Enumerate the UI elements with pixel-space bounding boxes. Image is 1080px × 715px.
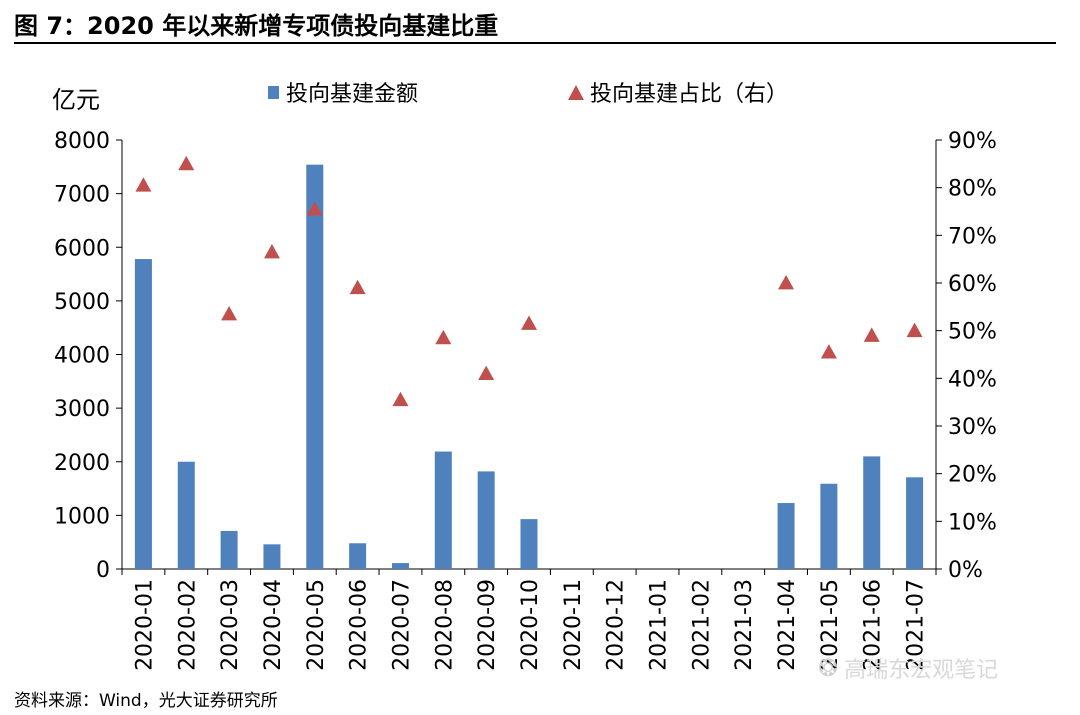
bar-infrastructure-amount — [863, 456, 881, 569]
watermark: ❂ 高瑞东宏观笔记 — [818, 652, 998, 684]
y-tick-label-left: 4000 — [54, 344, 110, 369]
x-tick-label: 2020-04 — [261, 579, 286, 671]
y-tick-label-left: 8000 — [54, 129, 110, 154]
y-tick-label-right: 70% — [948, 224, 997, 249]
bar-infrastructure-amount — [820, 483, 838, 569]
x-tick-label: 2021-01 — [647, 579, 672, 671]
marker-infrastructure-share — [435, 329, 452, 345]
y-tick-label-left: 2000 — [54, 451, 110, 476]
x-tick-label: 2021-02 — [689, 579, 714, 671]
legend-label-triangle: 投向基建占比（右） — [590, 82, 788, 107]
y-tick-label-left: 3000 — [54, 397, 110, 422]
marker-infrastructure-share — [778, 275, 795, 290]
bar-infrastructure-amount — [177, 461, 195, 569]
x-tick-label: 2020-09 — [475, 579, 500, 671]
x-tick-label: 2020-06 — [347, 579, 372, 671]
y-tick-label-right: 10% — [948, 510, 997, 535]
y-tick-label-left: 1000 — [54, 504, 110, 529]
x-tick-label: 2020-11 — [561, 579, 586, 671]
y-tick-label-right: 60% — [948, 272, 997, 297]
bar-infrastructure-amount — [777, 503, 795, 569]
source-note: 资料来源：Wind，光大证券研究所 — [14, 691, 278, 711]
bar-infrastructure-amount — [134, 259, 152, 569]
y-tick-label-left: 5000 — [54, 290, 110, 315]
y-tick-label-right: 30% — [948, 415, 997, 440]
bar-infrastructure-amount — [306, 164, 324, 570]
marker-infrastructure-share — [521, 315, 537, 330]
x-tick-label: 2021-07 — [904, 579, 929, 671]
x-tick-label: 2020-08 — [432, 579, 457, 671]
y-tick-label-right: 40% — [948, 367, 997, 392]
y-tick-label-right: 20% — [948, 463, 997, 488]
x-tick-label: 2021-06 — [861, 579, 886, 671]
x-tick-label: 2021-04 — [775, 579, 800, 671]
x-tick-label: 2020-02 — [175, 579, 200, 671]
y-tick-label-left: 0 — [96, 558, 110, 583]
bar-infrastructure-amount — [477, 471, 495, 569]
legend-swatch-triangle — [568, 85, 584, 100]
wechat-icon: ❂ — [818, 654, 839, 682]
marker-infrastructure-share — [178, 155, 195, 171]
bar-infrastructure-amount — [391, 563, 409, 569]
bar-infrastructure-amount — [906, 477, 924, 569]
marker-infrastructure-share — [135, 177, 152, 192]
title-divider — [14, 42, 1056, 44]
y-tick-label-right: 80% — [948, 177, 997, 202]
y-axis-unit-label: 亿元 — [52, 86, 100, 114]
x-tick-label: 2020-07 — [389, 579, 414, 671]
legend-swatch-bar — [268, 86, 279, 99]
x-tick-label: 2020-03 — [218, 579, 243, 671]
y-tick-label-right: 90% — [948, 129, 997, 154]
bar-infrastructure-amount — [349, 543, 367, 569]
bar-infrastructure-amount — [263, 544, 281, 569]
marker-infrastructure-share — [906, 322, 923, 338]
legend-label-bar: 投向基建金额 — [286, 82, 418, 107]
marker-infrastructure-share — [221, 305, 238, 321]
x-tick-label: 2021-05 — [818, 579, 843, 671]
figure-title: 图 7：2020 年以来新增专项债投向基建比重 — [14, 12, 499, 40]
marker-infrastructure-share — [349, 279, 366, 295]
y-tick-label-right: 50% — [948, 320, 997, 345]
marker-infrastructure-share — [306, 201, 323, 216]
y-tick-label-left: 6000 — [54, 236, 110, 261]
marker-infrastructure-share — [392, 391, 409, 407]
x-tick-label: 2021-03 — [732, 579, 757, 671]
marker-infrastructure-share — [263, 244, 280, 259]
marker-infrastructure-share — [478, 365, 495, 380]
marker-infrastructure-share — [863, 327, 880, 342]
bar-infrastructure-amount — [434, 451, 452, 569]
watermark-text: 高瑞东宏观笔记 — [844, 658, 999, 683]
x-tick-label: 2020-05 — [304, 579, 329, 671]
x-tick-label: 2020-12 — [604, 579, 629, 671]
x-tick-label: 2020-01 — [132, 579, 157, 671]
bar-infrastructure-amount — [220, 530, 238, 569]
bar-infrastructure-amount — [520, 519, 538, 569]
x-tick-label: 2020-10 — [518, 579, 543, 671]
marker-infrastructure-share — [820, 344, 837, 359]
y-tick-label-right: 0% — [948, 558, 983, 583]
y-tick-label-left: 7000 — [54, 183, 110, 208]
